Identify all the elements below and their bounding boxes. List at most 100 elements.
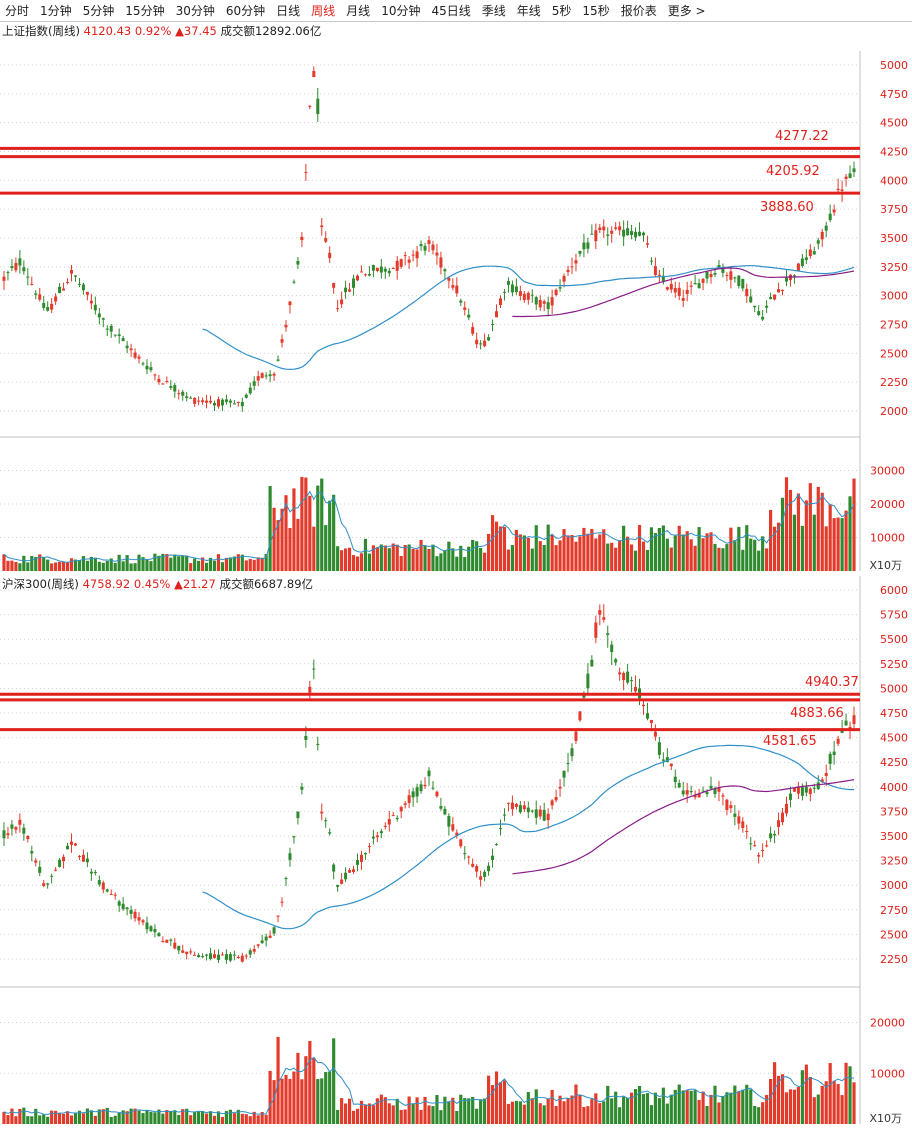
tab-10[interactable]: 45日线 [431, 3, 471, 18]
panel1-candle-body [85, 291, 89, 295]
panel2-candle-body [340, 879, 344, 884]
tab-11[interactable]: 季线 [481, 3, 506, 18]
panel1-candle-body [89, 300, 93, 304]
panel2-candle-body [272, 927, 276, 934]
panel1-candle-body [765, 305, 769, 308]
panel2-candle-body [316, 743, 320, 745]
panel1-candle-body [161, 383, 165, 385]
panel2-volume-bar [423, 1096, 427, 1124]
panel2-volume-bars [2, 1036, 856, 1124]
panel2-candle-body [165, 939, 169, 943]
tab-15[interactable]: 报价表 [620, 3, 657, 18]
panel1-candle-body [546, 302, 550, 310]
panel1-candle-body [526, 292, 530, 300]
panel2-volume-bar [316, 1079, 320, 1124]
panel2-candle-body [602, 617, 606, 620]
panel2-candle-body [62, 856, 66, 862]
panel2-volume-bar [73, 1112, 78, 1124]
panel1-candle-body [240, 402, 244, 407]
panel2-candle-body [792, 788, 796, 792]
tab-12[interactable]: 年线 [516, 3, 541, 18]
panel1-volume-bar [268, 486, 272, 571]
panel1-candle-body [467, 314, 471, 318]
tab-5[interactable]: 60分钟 [225, 3, 266, 18]
panel2-candle-body [34, 860, 38, 863]
tab-14[interactable]: 15秒 [582, 3, 610, 18]
panel1-candle-body [379, 266, 383, 273]
panel2-candle-body [109, 894, 113, 896]
panel1-volume-bar [137, 554, 141, 571]
panel2-volume-bar [236, 1109, 240, 1124]
tab-8[interactable]: 月线 [346, 3, 371, 18]
panel1-volume-bar [161, 553, 165, 571]
panel2-candle-body [296, 811, 300, 819]
panel2-candle-body [236, 957, 240, 959]
panel2-ytick: 5750 [880, 609, 908, 622]
panel1-volume-bar [792, 514, 797, 571]
panel2-volume-bar [157, 1109, 161, 1124]
panel1-candle-body [38, 294, 42, 300]
tab-4[interactable]: 30分钟 [175, 3, 215, 18]
panel1-candle-body [375, 267, 379, 271]
panel1-candle-body [387, 270, 391, 274]
panel2-candle-body [228, 954, 232, 961]
panel2-volume-bar [185, 1108, 189, 1124]
panel1-candle-body [657, 274, 661, 276]
panel2-candle-body [439, 806, 443, 809]
panel2-candle-body [610, 644, 614, 653]
panel2-candle-body [550, 800, 554, 806]
panel1-candle-body [614, 227, 618, 229]
panel2-volume-bar [792, 1089, 797, 1124]
tab-9[interactable]: 10分钟 [381, 3, 421, 18]
panel2-candle-body [26, 835, 30, 840]
panel1-candle-body [804, 257, 808, 261]
panel1-volume-bar [316, 485, 320, 571]
panel1-volume-bar [769, 509, 773, 571]
panel1-candle-body [622, 229, 626, 237]
panel2-candle-body [431, 787, 435, 789]
tab-3[interactable]: 15分钟 [125, 3, 165, 18]
panel1-candle-body [276, 359, 280, 361]
panel2-candle-body [240, 955, 244, 962]
panel2-candle-body [487, 865, 491, 872]
tab-7[interactable]: 周线 [311, 3, 336, 18]
panel2-ytick: 2750 [880, 904, 908, 917]
panel2-candle-body [745, 830, 749, 832]
panel1-candle-body [252, 381, 256, 386]
panel1-volume-bar [558, 540, 562, 571]
tab-6[interactable]: 日线 [276, 3, 301, 18]
panel2-volume-bar [435, 1095, 439, 1124]
tab-2[interactable]: 5分钟 [82, 3, 115, 18]
panel1-volume-bar [85, 560, 89, 571]
panel2-volume-bar [189, 1115, 193, 1124]
panel1-volume-bar [598, 534, 602, 571]
panel1-candle-body [840, 189, 844, 191]
panel1-volume-bar [93, 557, 97, 571]
panel2-candle-body [145, 922, 149, 930]
panel1-candle-body [197, 400, 201, 402]
panel1-volume-bar [216, 554, 221, 571]
panel1-candle-body [721, 268, 725, 273]
panel2-volume-bar [836, 1084, 840, 1124]
panel2-candle-body [189, 951, 193, 953]
tab-13[interactable]: 5秒 [551, 3, 572, 18]
panel2-candle-body [348, 870, 352, 873]
tab-16[interactable]: 更多 > [667, 3, 706, 18]
panel1-candle-body [181, 391, 185, 396]
panel1-candle-body [193, 397, 197, 404]
panel2-volume-bar [721, 1096, 725, 1124]
panel1-volume-bar [812, 514, 816, 571]
panel1-candle-body [328, 252, 332, 259]
panel1-volume-bar [415, 549, 419, 571]
panel1-volume-bar [526, 537, 530, 571]
tab-1[interactable]: 1分钟 [40, 3, 72, 18]
panel1-volume-bar [292, 488, 296, 571]
panel1-candle-body [729, 271, 733, 280]
panel2-volume-bar [518, 1101, 522, 1124]
tab-0[interactable]: 分时 [5, 3, 30, 18]
panel1-candle-body [745, 288, 749, 297]
panel1-volume-bar [721, 548, 725, 571]
panel1-candle-body [113, 334, 117, 336]
panel2-ytick: 6000 [880, 584, 908, 597]
